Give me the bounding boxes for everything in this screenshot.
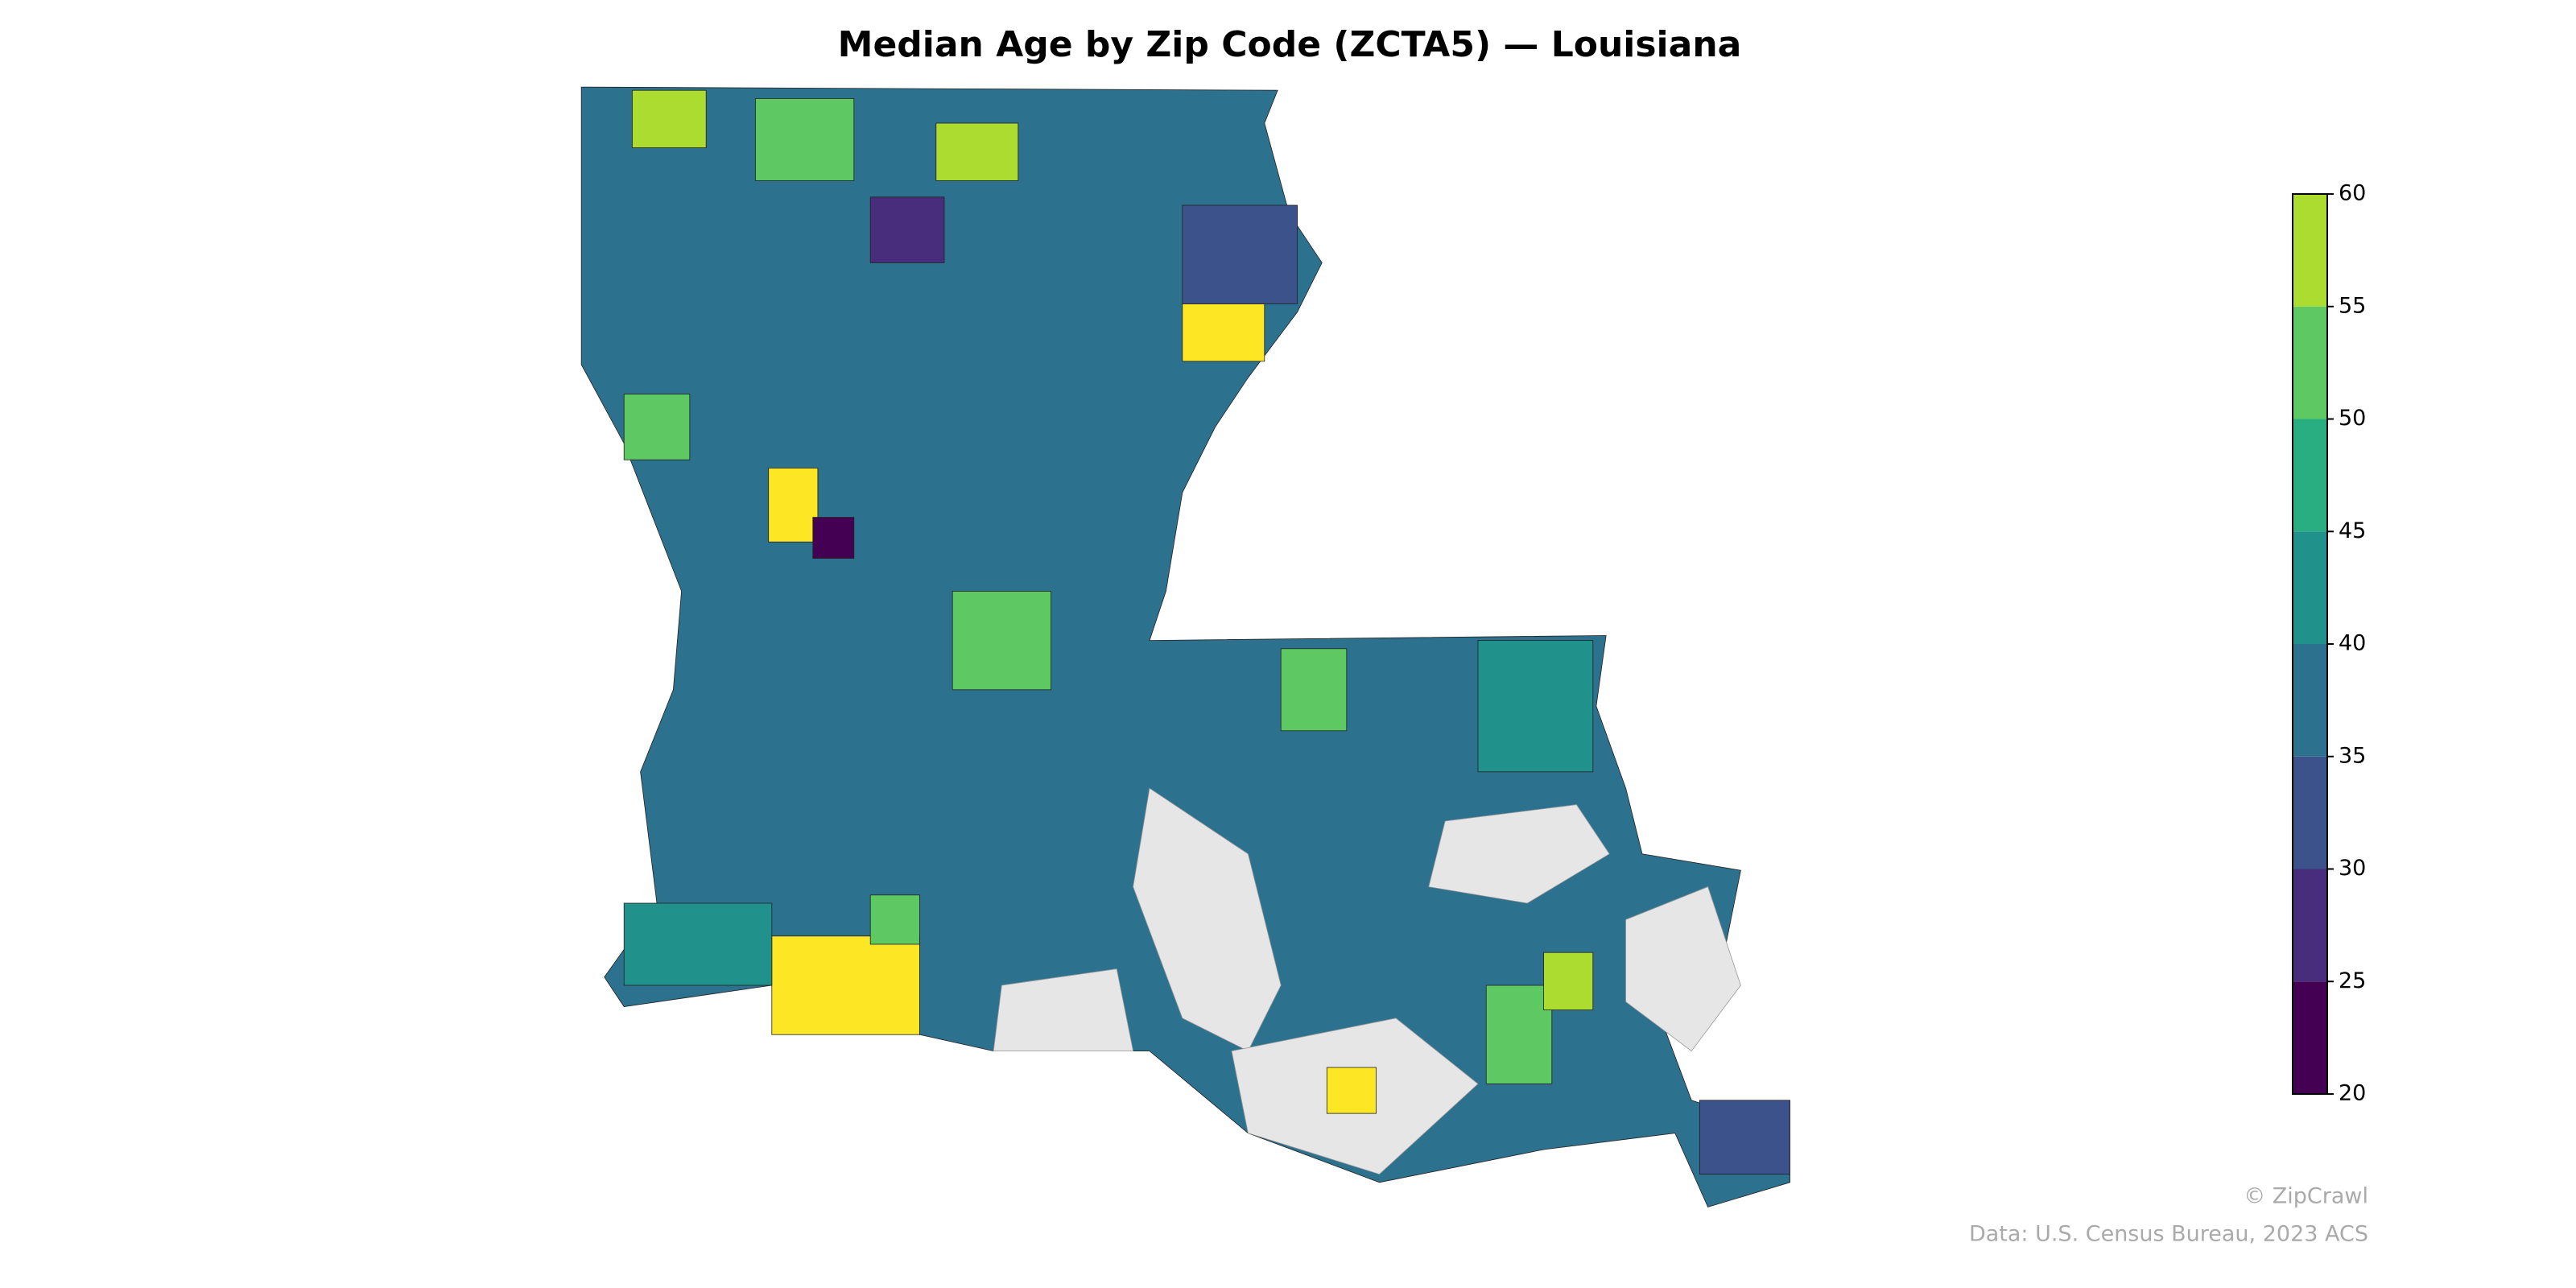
- zip-area: [754, 97, 855, 181]
- map-title: Median Age by Zip Code (ZCTA5) — Louisia…: [838, 24, 1742, 65]
- state-map: [580, 86, 1791, 1208]
- zip-area: [1182, 303, 1265, 362]
- colorbar-tick-label: 35: [2339, 743, 2366, 768]
- colorbar-band: [2293, 644, 2327, 757]
- zip-area: [768, 467, 819, 543]
- colorbar-tick-label: 60: [2339, 181, 2366, 206]
- colorbar-tick-label: 20: [2339, 1081, 2366, 1106]
- colorbar-tick-label: 25: [2339, 968, 2366, 993]
- zip-area: [869, 196, 945, 263]
- zip-area: [1182, 204, 1298, 304]
- zip-areas: [623, 89, 1791, 1175]
- zip-area: [1280, 648, 1348, 732]
- colorbar-tick-label: 40: [2339, 631, 2366, 656]
- colorbar-tick-label: 55: [2339, 293, 2366, 318]
- zip-area: [623, 902, 773, 986]
- colorbar-band: [2293, 419, 2327, 532]
- zip-area: [1326, 1067, 1377, 1114]
- colorbar-band: [2293, 981, 2327, 1094]
- zip-area: [631, 89, 707, 149]
- zip-area: [935, 122, 1019, 181]
- marsh-areas: [993, 787, 1741, 1175]
- zip-area: [1699, 1100, 1791, 1175]
- source-note: Data: U.S. Census Bureau, 2023 ACS: [1969, 1222, 2368, 1247]
- zip-area: [1485, 985, 1553, 1084]
- zip-area: [812, 517, 855, 559]
- zip-area: [623, 394, 691, 460]
- colorbar-band: [2293, 306, 2327, 419]
- zip-area: [771, 935, 920, 1035]
- zip-area: [1477, 640, 1594, 773]
- colorbar-band: [2293, 531, 2327, 644]
- colorbar-tick-label: 30: [2339, 856, 2366, 881]
- marsh-area: [1625, 886, 1741, 1052]
- zip-area: [1543, 952, 1594, 1011]
- zip-area: [869, 894, 920, 945]
- colorbar-band: [2293, 756, 2327, 869]
- colorbar-band: [2293, 194, 2327, 307]
- credit: © ZipCrawl: [2244, 1184, 2368, 1209]
- colorbar-band: [2293, 869, 2327, 982]
- zip-area: [952, 590, 1052, 691]
- marsh-area: [993, 968, 1134, 1052]
- colorbar-tick-label: 50: [2339, 406, 2366, 431]
- colorbar-tick-label: 45: [2339, 518, 2366, 543]
- marsh-area: [1428, 804, 1610, 904]
